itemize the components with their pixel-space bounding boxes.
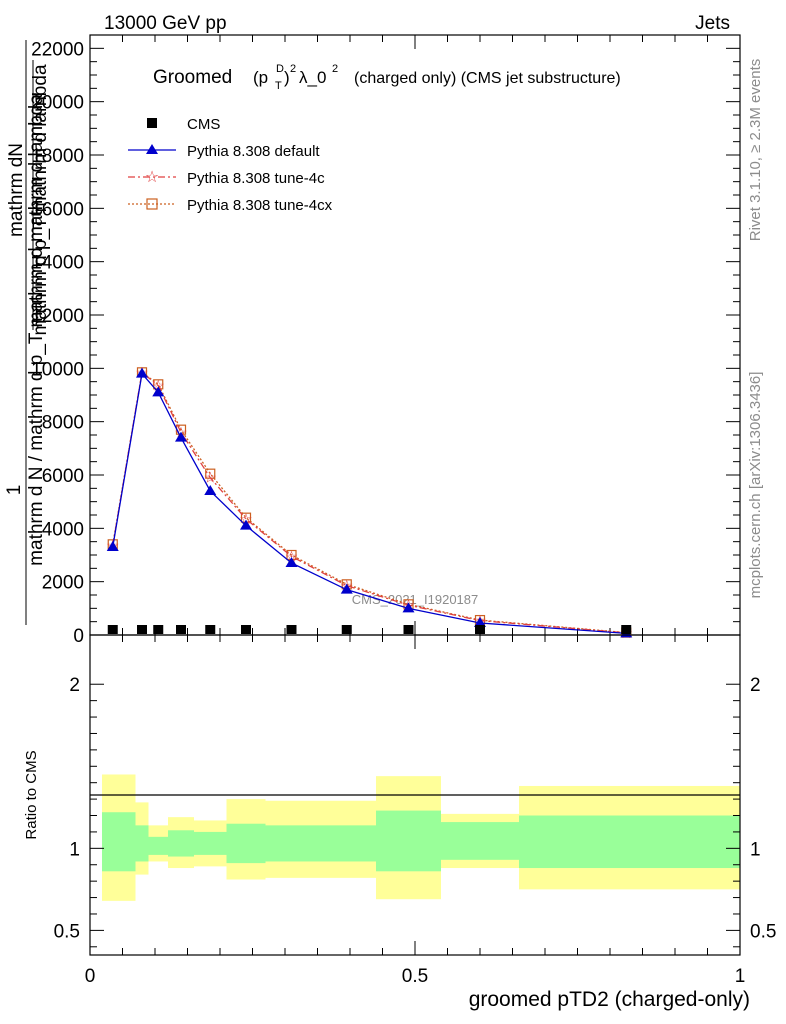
main-y-tick-label: 6000 xyxy=(42,466,84,487)
main-y-tick-label: 12000 xyxy=(31,306,84,327)
svg-text:): ) xyxy=(284,68,290,87)
ratio-y-tick-label: 0.5 xyxy=(54,921,80,942)
point-pythia-8-308-default xyxy=(152,386,165,397)
main-y-tick-label: 16000 xyxy=(31,199,84,220)
point-cms xyxy=(107,625,118,634)
rivet-label: Rivet 3.1.10, ≥ 2.3M events xyxy=(747,59,764,242)
svg-text:CMS: CMS xyxy=(187,116,220,133)
ratio-y-ticks: 0.5 0.5 1 1 2 2 xyxy=(54,675,776,948)
ratio-y-tick-label-right: 2 xyxy=(750,675,761,696)
ratio-band-inner xyxy=(135,825,149,862)
point-cms xyxy=(205,625,216,634)
main-y-tick-label: 0 xyxy=(73,626,84,647)
main-y-tick-label: 18000 xyxy=(31,146,84,167)
main-y-tick-label: 22000 xyxy=(31,39,84,60)
main-y-tick-label: 8000 xyxy=(42,413,84,434)
ratio-band-inner xyxy=(265,825,376,862)
point-cms xyxy=(286,625,297,634)
x-tick-label: 1 xyxy=(735,966,746,987)
legend: CMS Pythia 8.308 default ☆ Pythia 8.308 … xyxy=(128,116,333,214)
point-pythia-8-308-default xyxy=(204,485,217,495)
x-tick-label: 0 xyxy=(85,966,96,987)
svg-text:2: 2 xyxy=(332,63,338,75)
svg-text:Pythia 8.308 tune-4cx: Pythia 8.308 tune-4cx xyxy=(187,197,333,214)
ratio-band-inner xyxy=(441,822,519,860)
point-cms xyxy=(621,625,632,634)
series-line-pythia-8-308-tune-4cx xyxy=(112,371,627,634)
point-pythia-8-308-default xyxy=(136,367,148,378)
point-cms xyxy=(153,625,164,634)
point-cms xyxy=(176,625,186,634)
mcplots-label: mcplots.cern.ch [arXiv:1306.3436] xyxy=(747,372,764,599)
ratio-y-tick-label: 1 xyxy=(69,839,80,860)
ratio-y-tick-label-right: 0.5 xyxy=(750,921,776,942)
ratio-y-tick-label: 2 xyxy=(69,675,80,696)
title-formula: (p D T ) 2 λ_0 2 xyxy=(253,63,338,92)
y-label-numerator-one: 1 xyxy=(4,485,25,496)
watermark: CMS_2021_I1920187 xyxy=(352,592,479,607)
legend-default: Pythia 8.308 default xyxy=(128,143,320,160)
ratio-band-inner xyxy=(194,831,227,855)
ratio-band-inner xyxy=(102,812,136,872)
y-label-top: mathrm dN xyxy=(6,143,27,237)
ratio-plot: 0.5 0.51 12 2 0 0.5 1 Ratio to CMS groomed pT… xyxy=(23,634,776,1011)
svg-text:☆: ☆ xyxy=(145,167,159,186)
svg-text:2: 2 xyxy=(290,63,296,75)
ratio-bands xyxy=(102,774,740,901)
legend-tune4cx: Pythia 8.308 tune-4cx xyxy=(128,197,333,214)
ratio-y-label: Ratio to CMS xyxy=(23,750,40,839)
ratio-x-ticks: 0 0.5 1 xyxy=(85,635,746,987)
svg-text:T: T xyxy=(275,80,282,92)
point-pythia-8-308-default xyxy=(175,431,187,442)
point-cms xyxy=(241,625,251,634)
y-label-denominator: mathrm d N / mathrm d p_T mathrm d mathr… xyxy=(26,94,47,566)
ratio-band-inner xyxy=(519,815,740,869)
main-y-tick-label: 10000 xyxy=(31,359,84,380)
point-pythia-8-308-default xyxy=(402,602,415,613)
svg-text:D: D xyxy=(276,63,284,75)
point-pythia-8-308-default xyxy=(340,583,353,594)
point-pythia-8-308-default xyxy=(106,541,119,551)
main-y-tick-label: 14000 xyxy=(31,253,84,274)
ratio-band-inner xyxy=(376,810,441,872)
plot-title-main: Groomed xyxy=(153,67,232,88)
x-axis-label: groomed pTD2 (charged-only) xyxy=(469,988,750,1011)
legend-tune4c: ☆ Pythia 8.308 tune-4c xyxy=(128,167,325,187)
ratio-y-tick-label-right: 1 xyxy=(750,839,761,860)
point-pythia-8-308-default xyxy=(474,617,486,627)
y-label-bottom: mathrm d p_T mathrm d lambda xyxy=(30,64,51,335)
point-pythia-8-308-tune-4c: ☆ xyxy=(204,469,217,487)
legend-cms: CMS xyxy=(147,116,220,133)
main-y-ticks: 0 2000 4000 6000 8000 10000 12000 14000 16000 180… xyxy=(31,39,740,647)
svg-text:(p: (p xyxy=(253,68,268,87)
main-y-tick-label: 20000 xyxy=(31,93,84,114)
svg-text:Pythia 8.308 tune-4c: Pythia 8.308 tune-4c xyxy=(187,170,325,187)
svg-text:λ_0: λ_0 xyxy=(299,68,326,87)
ratio-band-inner xyxy=(168,830,194,857)
ratio-band-inner xyxy=(226,823,266,864)
point-pythia-8-308-tune-4c: ☆ xyxy=(152,377,165,395)
plot-title-rest: (charged only) (CMS jet substructure) xyxy=(354,70,621,87)
point-cms xyxy=(137,625,147,634)
point-cms xyxy=(403,625,414,634)
point-cms xyxy=(475,625,485,634)
point-pythia-8-308-tune-4c: ☆ xyxy=(239,510,252,528)
x-tick-label: 0.5 xyxy=(402,966,428,987)
point-pythia-8-308-default xyxy=(285,557,298,567)
main-series: ☆☆☆☆☆☆☆☆☆☆☆ xyxy=(106,363,633,642)
point-cms xyxy=(341,625,352,634)
main-y-tick-label: 2000 xyxy=(42,573,84,594)
header-left: 13000 GeV pp xyxy=(104,13,227,34)
svg-text:Pythia 8.308 default: Pythia 8.308 default xyxy=(187,143,320,160)
ratio-band-inner xyxy=(148,836,168,855)
header-right: Jets xyxy=(695,13,730,34)
point-pythia-8-308-default xyxy=(240,519,252,530)
main-x-ticks xyxy=(89,35,741,635)
main-plot: 0 2000 4000 6000 8000 10000 12000 14000 16000 180… xyxy=(4,34,741,647)
main-y-tick-label: 4000 xyxy=(42,519,84,540)
